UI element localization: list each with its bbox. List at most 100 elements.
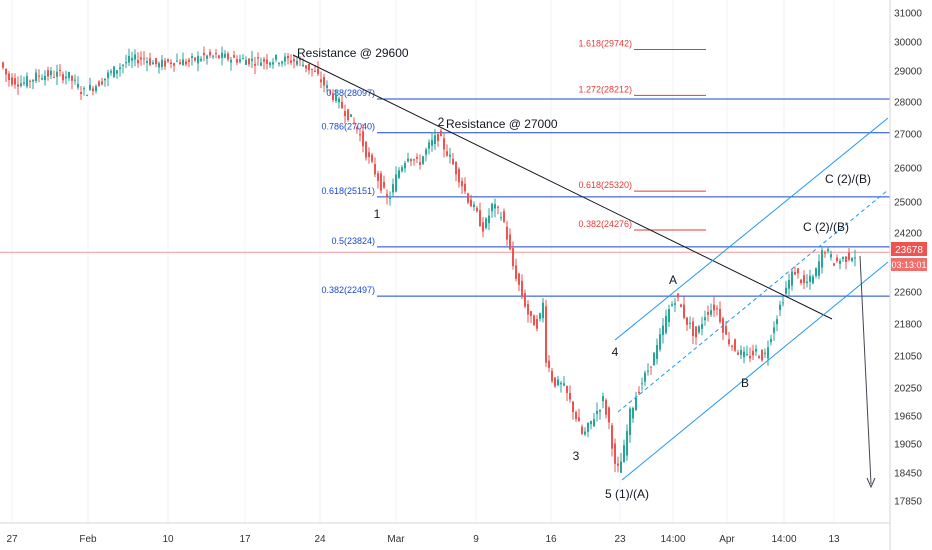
wave-c-far-label: C (2)/(B) <box>825 172 871 186</box>
candle-body <box>416 156 418 159</box>
drawing-tools <box>292 54 889 489</box>
price-axis[interactable]: 31000 30000 29000 28000 27000 26000 25000 24200… <box>889 0 922 550</box>
candle-body <box>821 250 823 268</box>
candle-body <box>515 265 517 279</box>
candle-body <box>413 159 415 161</box>
candle-body <box>455 162 457 175</box>
candle-body <box>500 217 502 219</box>
price-tick-label: 26000 <box>894 164 922 175</box>
candle-body <box>245 60 247 65</box>
candle-body <box>2 62 4 68</box>
candle-body <box>317 68 319 74</box>
candle-body <box>182 59 184 66</box>
candle-body <box>710 310 712 315</box>
candle-body <box>311 68 313 70</box>
candle-body <box>56 71 58 77</box>
time-tick-label: 17 <box>239 534 251 545</box>
candle-body <box>782 302 784 304</box>
candle-body <box>695 326 697 338</box>
candle-body <box>299 57 301 61</box>
candle-body <box>557 379 559 386</box>
candle-body <box>419 162 421 165</box>
candle-body <box>473 204 475 208</box>
candle-body <box>128 55 130 63</box>
candle-body <box>50 70 52 76</box>
candle-body <box>164 60 166 67</box>
wave-c-near-label: C (2)/(B) <box>803 220 849 234</box>
candle-body <box>275 55 277 60</box>
candle-body <box>569 392 571 400</box>
wave-a-label: A <box>669 273 677 287</box>
candle-body <box>800 279 802 284</box>
candle-body <box>335 94 337 102</box>
candle-body <box>377 173 379 181</box>
candle-body <box>596 410 598 414</box>
candle-body <box>359 134 361 136</box>
candle-body <box>260 62 262 66</box>
fib-level-label: 0.5(23824) <box>331 236 375 246</box>
candle-body <box>194 57 196 61</box>
candle-body <box>791 271 793 286</box>
grid <box>11 0 835 523</box>
candle-body <box>353 122 355 124</box>
candle-body <box>839 260 841 264</box>
time-tick-label: Feb <box>79 534 97 545</box>
price-tick-label: 22600 <box>894 288 922 299</box>
time-tick-label: 16 <box>545 534 557 545</box>
candle-body <box>713 304 715 311</box>
candle-body <box>14 78 16 85</box>
candle-body <box>812 276 814 284</box>
candle-body <box>749 355 751 359</box>
candle-body <box>761 350 763 361</box>
candle-body <box>95 86 97 92</box>
candle-body <box>509 234 511 250</box>
time-axis[interactable]: 27 Feb 10 17 24 Mar 9 16 23 14:00 Apr 14:00 13 <box>0 522 890 545</box>
candle-body <box>737 352 739 355</box>
candle-body <box>611 425 613 449</box>
candle-body <box>134 54 136 60</box>
candle-body <box>665 315 667 333</box>
candle-body <box>686 317 688 325</box>
candle-body <box>527 304 529 315</box>
candle-body <box>734 339 736 351</box>
candle-body <box>17 84 19 87</box>
candle-body <box>518 273 520 285</box>
channel-lower-line <box>621 261 889 481</box>
candle-body <box>503 211 505 222</box>
candle-body <box>242 58 244 60</box>
candle-body <box>398 170 400 178</box>
candle-body <box>158 63 160 68</box>
candle-body <box>485 218 487 228</box>
countdown-text: 03:13:01 <box>891 260 926 270</box>
fib-level-label: 0.786(27040) <box>321 122 375 132</box>
candle-body <box>671 304 673 306</box>
candle-body <box>833 263 835 266</box>
candle-body <box>116 70 118 74</box>
candle-body <box>575 412 577 420</box>
candle-body <box>644 372 646 382</box>
candle-body <box>218 55 220 58</box>
candle-body <box>620 461 622 473</box>
candle-body <box>80 92 82 95</box>
candle-body <box>389 197 391 199</box>
wave-2-label: 2 <box>438 115 445 129</box>
candle-body <box>767 347 769 359</box>
candle-body <box>140 57 142 60</box>
candle-body <box>698 326 700 333</box>
candle-body <box>212 55 214 57</box>
candle-body <box>365 141 367 158</box>
candle-body <box>98 81 100 87</box>
candle-body <box>83 88 85 90</box>
fib-extension-label: 0.382(24276) <box>578 219 632 229</box>
candle-body <box>32 79 34 82</box>
candle-body <box>434 135 436 144</box>
candle-body <box>191 56 193 58</box>
candle-body <box>23 82 25 84</box>
candle-body <box>530 311 532 316</box>
candle-body <box>284 56 286 62</box>
candle-body <box>770 339 772 343</box>
candle-body <box>176 60 178 62</box>
time-tick-label: Mar <box>387 534 405 545</box>
candle-body <box>350 114 352 117</box>
